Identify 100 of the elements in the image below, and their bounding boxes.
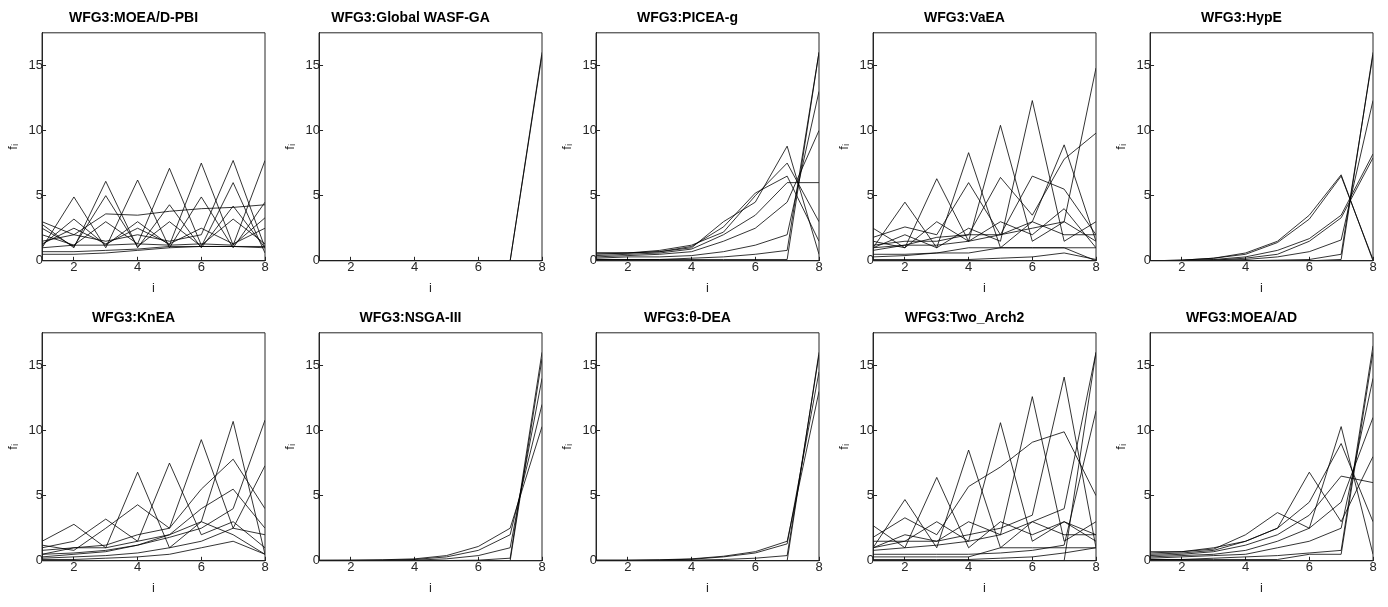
- x-tick-label: 6: [474, 259, 482, 275]
- x-axis-title: i: [429, 579, 433, 595]
- x-tick-label: 4: [687, 259, 696, 275]
- y-tick-label: 10: [28, 422, 44, 438]
- y-tick-label: 0: [35, 252, 44, 268]
- x-tick-label: 6: [474, 559, 482, 575]
- y-axis-title: fᵢ: [282, 143, 298, 150]
- y-tick-label: 5: [35, 487, 44, 503]
- y-tick-label: 10: [582, 422, 598, 438]
- chart-title: WFG3:KnEA: [91, 309, 176, 326]
- x-tick-label: 6: [751, 559, 759, 575]
- y-tick-label: 0: [312, 552, 321, 568]
- x-tick-label: 4: [133, 559, 142, 575]
- x-tick-label: 8: [815, 559, 823, 575]
- x-axis-title: i: [1260, 279, 1264, 295]
- chart-title: WFG3:VaEA: [924, 9, 1005, 26]
- x-axis-title: i: [706, 579, 710, 595]
- x-tick-label: 6: [1305, 559, 1313, 575]
- y-tick-label: 0: [1143, 552, 1152, 568]
- y-tick-label: 15: [28, 56, 44, 72]
- x-tick-label: 4: [1241, 559, 1250, 575]
- x-tick-label: 4: [410, 259, 419, 275]
- y-tick-label: 15: [28, 356, 44, 372]
- y-tick-label: 15: [1136, 356, 1152, 372]
- y-axis-title: fᵢ: [5, 443, 21, 450]
- chart-title: WFG3:Two_Arch2: [904, 309, 1025, 326]
- y-axis-title: fᵢ: [1113, 443, 1129, 450]
- y-tick-label: 10: [305, 122, 321, 138]
- x-tick-label: 2: [70, 259, 78, 275]
- y-tick-label: 5: [35, 187, 44, 203]
- y-tick-label: 5: [1143, 487, 1152, 503]
- y-axis-title: fᵢ: [836, 443, 852, 450]
- chart-title: WFG3:NSGA-III: [359, 309, 462, 326]
- y-tick-label: 5: [312, 187, 321, 203]
- y-axis-title: fᵢ: [559, 143, 575, 150]
- x-tick-label: 8: [261, 559, 269, 575]
- x-tick-label: 4: [410, 559, 419, 575]
- y-tick-label: 10: [28, 122, 44, 138]
- y-tick-label: 5: [866, 187, 875, 203]
- y-tick-label: 15: [305, 56, 321, 72]
- y-tick-label: 0: [1143, 252, 1152, 268]
- x-tick-label: 8: [1369, 259, 1377, 275]
- x-tick-label: 6: [197, 559, 205, 575]
- x-tick-label: 6: [1028, 559, 1036, 575]
- y-tick-label: 10: [1136, 122, 1152, 138]
- x-tick-label: 2: [70, 559, 78, 575]
- x-tick-label: 8: [261, 259, 269, 275]
- y-tick-label: 15: [582, 356, 598, 372]
- chart-title: WFG3:Global WASF-GA: [331, 9, 490, 26]
- x-axis-title: i: [152, 579, 156, 595]
- x-axis-title: i: [706, 279, 710, 295]
- y-axis-title: fᵢ: [836, 143, 852, 150]
- y-tick-label: 15: [859, 356, 875, 372]
- x-axis-title: i: [429, 279, 433, 295]
- x-axis-title: i: [983, 279, 987, 295]
- x-tick-label: 4: [1241, 259, 1250, 275]
- x-tick-label: 2: [624, 559, 632, 575]
- x-tick-label: 4: [133, 259, 142, 275]
- x-tick-label: 6: [197, 259, 205, 275]
- y-tick-label: 0: [35, 552, 44, 568]
- x-tick-label: 2: [901, 259, 909, 275]
- chart-title: WFG3:θ-DEA: [644, 309, 731, 326]
- y-tick-label: 15: [305, 356, 321, 372]
- chart-title: WFG3:MOEA/AD: [1185, 309, 1298, 326]
- x-tick-label: 4: [964, 559, 973, 575]
- y-tick-label: 10: [859, 422, 875, 438]
- x-tick-label: 2: [901, 559, 909, 575]
- y-tick-label: 10: [1136, 422, 1152, 438]
- y-tick-label: 5: [312, 487, 321, 503]
- x-tick-label: 8: [1369, 559, 1377, 575]
- y-tick-label: 10: [859, 122, 875, 138]
- x-tick-label: 8: [538, 259, 546, 275]
- x-tick-label: 8: [815, 259, 823, 275]
- y-axis-title: fᵢ: [1113, 143, 1129, 150]
- y-axis-title: fᵢ: [5, 143, 21, 150]
- x-tick-label: 6: [1305, 259, 1313, 275]
- chart-title: WFG3:HypE: [1201, 9, 1282, 26]
- chart-title: WFG3:MOEA/D-PBI: [68, 9, 199, 26]
- y-tick-label: 0: [589, 552, 598, 568]
- x-tick-label: 4: [687, 559, 696, 575]
- y-tick-label: 15: [1136, 56, 1152, 72]
- x-tick-label: 2: [347, 559, 355, 575]
- x-tick-label: 2: [347, 259, 355, 275]
- y-tick-label: 15: [859, 56, 875, 72]
- y-tick-label: 5: [1143, 187, 1152, 203]
- y-tick-label: 5: [866, 487, 875, 503]
- y-tick-label: 10: [582, 122, 598, 138]
- y-tick-label: 0: [866, 552, 875, 568]
- y-tick-label: 0: [866, 252, 875, 268]
- y-tick-label: 5: [589, 187, 598, 203]
- x-tick-label: 2: [1178, 259, 1186, 275]
- y-tick-label: 5: [589, 487, 598, 503]
- x-axis-title: i: [152, 279, 156, 295]
- x-tick-label: 4: [964, 259, 973, 275]
- x-axis-title: i: [1260, 579, 1264, 595]
- x-tick-label: 8: [1092, 259, 1100, 275]
- chart-title: WFG3:PICEA-g: [636, 9, 739, 26]
- y-axis-title: fᵢ: [559, 443, 575, 450]
- x-tick-label: 2: [624, 259, 632, 275]
- y-tick-label: 15: [582, 56, 598, 72]
